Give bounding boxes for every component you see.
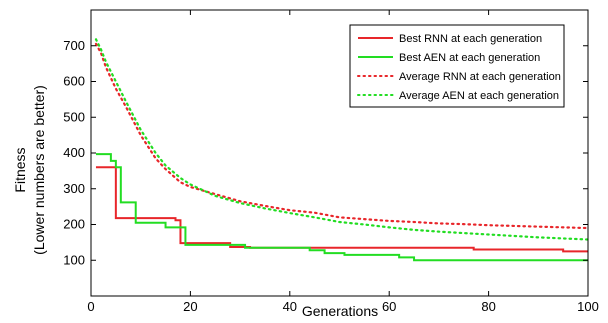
y-axis-title-line1: Fitness — [12, 147, 28, 192]
y-tick-label: 700 — [63, 38, 85, 53]
legend-label-2: Best AEN at each generation — [399, 52, 540, 64]
x-tick-label: 20 — [183, 299, 197, 314]
legend-label-1: Best RNN at each generation — [399, 33, 542, 45]
x-axis-title: Generations — [302, 303, 378, 319]
y-axis-title-group: Fitness (Lower numbers are better) — [12, 85, 47, 255]
y-tick-label: 300 — [63, 181, 85, 196]
y-tick-label: 500 — [63, 109, 85, 124]
y-tick-label: 400 — [63, 145, 85, 160]
y-tick-label: 600 — [63, 74, 85, 89]
legend-label-4: Average AEN at each generation — [399, 90, 559, 102]
x-tick-label: 100 — [577, 299, 599, 314]
y-tick-label: 100 — [63, 252, 85, 267]
y-axis-title-line2: (Lower numbers are better) — [31, 85, 47, 255]
x-tick-label: 0 — [87, 299, 94, 314]
series-line-1 — [96, 167, 588, 251]
y-tick-label: 200 — [63, 217, 85, 232]
x-tick-label: 80 — [481, 299, 495, 314]
x-tick-label: 60 — [382, 299, 396, 314]
legend: Best RNN at each generation Best AEN at e… — [350, 25, 564, 107]
x-tick-label: 40 — [283, 299, 297, 314]
legend-label-3: Average RNN at each generation — [399, 71, 561, 83]
